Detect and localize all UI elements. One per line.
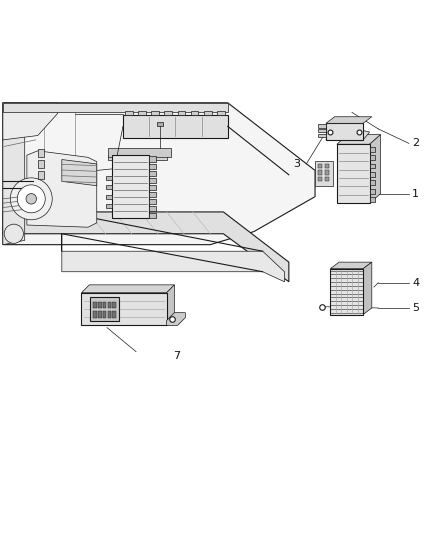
Bar [325,164,328,168]
Bar [106,185,112,189]
Bar [98,311,102,318]
Bar [112,155,149,219]
Bar [106,175,112,180]
Polygon shape [363,262,372,314]
Bar [370,164,375,168]
Bar [370,189,375,193]
Text: 1: 1 [88,163,95,173]
Bar [318,129,326,133]
Bar [164,111,172,115]
Bar [370,197,375,202]
Polygon shape [330,262,372,269]
Bar [318,177,321,181]
Bar [315,161,332,185]
Bar [204,111,212,115]
Polygon shape [337,135,381,144]
Bar [149,177,155,183]
Bar [177,111,185,115]
Text: 5: 5 [412,303,419,313]
Polygon shape [27,151,97,227]
Bar [108,311,111,318]
Bar [138,111,146,115]
Bar [103,311,106,318]
Bar [108,302,111,308]
Bar [370,155,375,160]
Bar [318,124,326,128]
Circle shape [26,193,36,204]
Bar [318,134,326,138]
Circle shape [4,224,23,244]
Polygon shape [3,212,289,282]
Bar [38,160,44,168]
Text: 3: 3 [293,159,300,169]
Circle shape [17,185,45,213]
Bar [108,148,171,157]
Text: 4: 4 [412,278,419,288]
Polygon shape [108,155,166,159]
Text: 2: 2 [412,139,419,148]
Bar [217,111,225,115]
Text: 7: 7 [173,351,180,360]
Text: 1: 1 [412,189,419,199]
Polygon shape [62,159,97,185]
Bar [106,195,112,199]
Bar [98,302,102,308]
Polygon shape [166,285,174,326]
Bar [103,302,106,308]
Bar [149,157,155,161]
Bar [326,123,363,140]
Circle shape [11,178,52,220]
Polygon shape [62,234,285,282]
Bar [191,111,198,115]
Bar [149,206,155,211]
Polygon shape [326,124,370,140]
Bar [90,297,119,321]
Bar [370,147,375,151]
Bar [113,302,116,308]
Bar [325,170,328,175]
Bar [149,213,155,218]
Bar [370,180,375,185]
Bar [318,164,321,168]
Bar [123,115,228,138]
Polygon shape [81,285,174,293]
Bar [106,204,112,208]
Polygon shape [3,103,228,111]
Bar [157,122,163,126]
Bar [151,111,159,115]
Bar [149,199,155,204]
Bar [125,111,133,115]
Bar [318,170,321,175]
Bar [330,269,363,314]
Polygon shape [370,135,381,203]
Bar [113,311,116,318]
Bar [325,177,328,181]
Bar [370,172,375,177]
Polygon shape [166,313,185,326]
Bar [93,302,97,308]
Bar [337,144,370,203]
Bar [38,149,44,157]
Bar [38,171,44,179]
Bar [93,311,97,318]
Bar [149,192,155,197]
Polygon shape [3,103,315,245]
Bar [149,164,155,169]
Polygon shape [3,103,25,245]
Polygon shape [3,103,57,140]
Bar [149,171,155,176]
Polygon shape [326,117,372,123]
Bar [81,293,166,326]
Bar [149,184,155,190]
